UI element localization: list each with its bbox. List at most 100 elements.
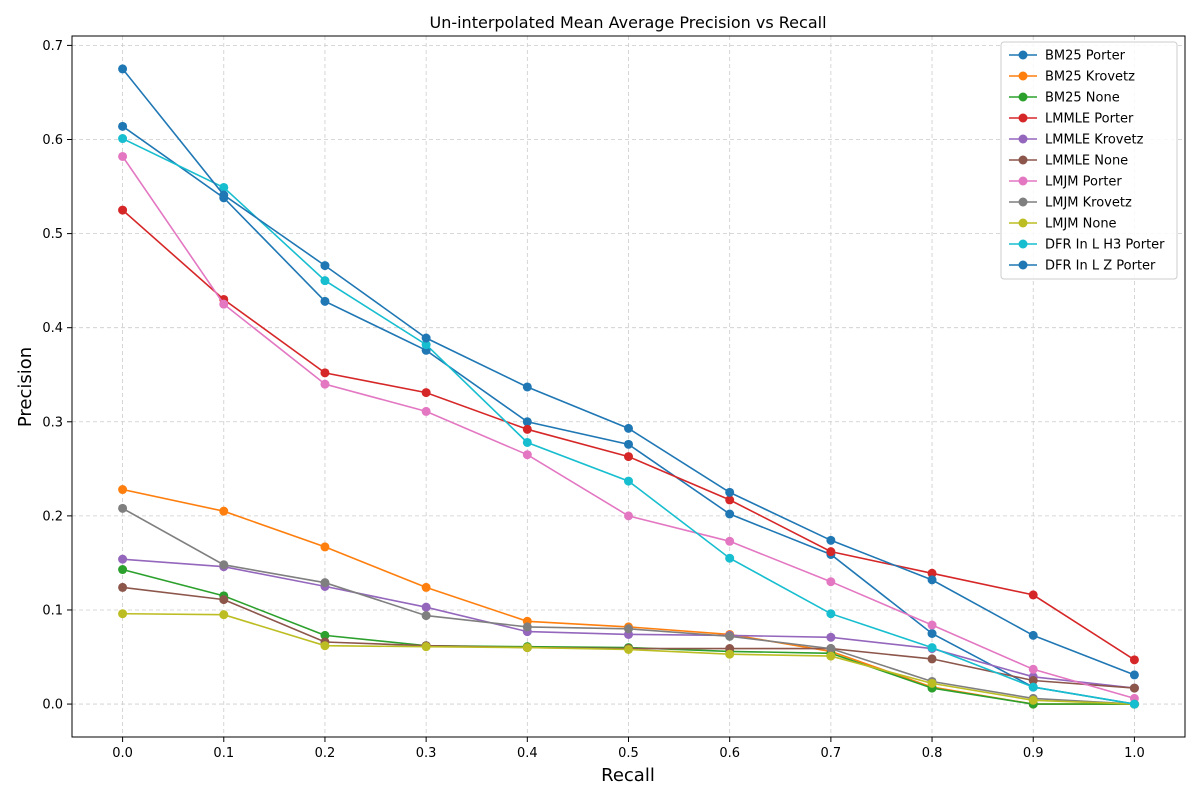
x-tick-label: 0.4: [517, 746, 538, 761]
data-point: [522, 437, 532, 447]
data-point: [421, 611, 431, 621]
data-point: [1129, 655, 1139, 665]
data-point: [927, 575, 937, 585]
data-point: [1028, 676, 1038, 686]
x-tick-label: 0.6: [719, 746, 740, 761]
legend-box: [1000, 41, 1178, 280]
data-point: [421, 406, 431, 416]
data-point: [219, 595, 229, 605]
legend-marker: [1018, 260, 1028, 270]
series-dfr-in-l-h3-porter: [118, 134, 1139, 709]
legend-marker: [1018, 92, 1028, 102]
y-tick-label: 0.6: [42, 133, 63, 148]
data-point: [320, 276, 330, 286]
data-point: [118, 565, 128, 575]
data-point: [927, 678, 937, 688]
data-point: [421, 340, 431, 350]
data-point: [219, 182, 229, 192]
legend-marker: [1018, 71, 1028, 81]
data-point: [522, 382, 532, 392]
data-point: [522, 424, 532, 434]
legend-marker: [1018, 155, 1028, 165]
y-tick-label: 0.1: [42, 603, 63, 618]
data-point: [927, 620, 937, 630]
data-point: [320, 630, 330, 640]
data-point: [118, 485, 128, 495]
series-lmjm-none: [118, 609, 1139, 709]
data-point: [219, 610, 229, 620]
data-point: [927, 643, 937, 653]
data-point: [118, 134, 128, 144]
legend-label: BM25 None: [1045, 91, 1120, 106]
legend-label: LMJM Krovetz: [1045, 196, 1132, 211]
data-point: [118, 205, 128, 215]
data-point: [624, 452, 633, 462]
data-point: [522, 643, 532, 653]
data-point: [725, 649, 735, 659]
ticks-layer: 0.0 0.1 0.2 0.3 0.4 0.5 0.6 0.7 0.8 0.9 1.0 0.0 0.1 0…: [42, 39, 1144, 761]
data-point: [725, 487, 735, 497]
data-point: [118, 582, 128, 592]
data-point: [118, 64, 128, 74]
legend-item: LMJM Porter: [1009, 175, 1122, 190]
data-point: [1129, 683, 1139, 693]
data-point: [725, 509, 735, 519]
legend-label: LMMLE Krovetz: [1045, 133, 1144, 148]
legend-label: DFR In L Z Porter: [1045, 259, 1156, 274]
legend-item: LMJM Krovetz: [1009, 196, 1132, 211]
data-point: [421, 642, 431, 652]
data-point: [624, 644, 633, 654]
x-tick-label: 0.0: [112, 746, 133, 761]
x-axis-label: Recall: [601, 765, 655, 786]
y-tick-label: 0.3: [42, 415, 63, 430]
legend-item: BM25 Krovetz: [1009, 70, 1135, 85]
data-point: [725, 553, 735, 563]
legend: BM25 Porter BM25 Krovetz BM25 None LMMLE Po…: [1000, 41, 1178, 280]
legend-marker: [1018, 176, 1028, 186]
data-point: [826, 547, 836, 557]
data-point: [421, 388, 431, 398]
legend-item: BM25 None: [1009, 91, 1120, 106]
legend-marker: [1018, 197, 1028, 207]
x-tick-label: 0.1: [213, 746, 234, 761]
data-point: [320, 261, 330, 271]
series-lmmle-porter: [118, 205, 1139, 665]
data-point: [118, 151, 128, 161]
data-point: [624, 423, 633, 433]
data-point: [725, 536, 735, 546]
legend-label: LMMLE None: [1045, 154, 1128, 169]
legend-label: BM25 Porter: [1045, 49, 1126, 64]
x-tick-label: 0.7: [821, 746, 842, 761]
data-point: [826, 632, 836, 642]
data-point: [219, 190, 229, 200]
legend-item: DFR In L Z Porter: [1009, 259, 1156, 274]
legend-marker: [1018, 113, 1028, 123]
y-tick-label: 0.4: [42, 321, 63, 336]
data-point: [1028, 695, 1038, 705]
data-point: [219, 560, 229, 570]
data-point: [320, 379, 330, 389]
legend-marker: [1018, 134, 1028, 144]
legend-marker: [1018, 239, 1028, 249]
x-tick-label: 0.2: [315, 746, 336, 761]
legend-marker: [1018, 218, 1028, 228]
series-dfr-in-l-z-porter: [118, 64, 1139, 680]
data-point: [522, 450, 532, 460]
data-point: [826, 609, 836, 619]
data-point: [1028, 664, 1038, 674]
data-point: [522, 622, 532, 632]
x-tick-label: 0.5: [618, 746, 639, 761]
data-point: [826, 644, 836, 654]
legend-marker: [1018, 50, 1028, 60]
y-tick-label: 0.0: [42, 698, 63, 713]
legend-item: LMJM None: [1009, 217, 1117, 232]
data-point: [320, 368, 330, 378]
y-tick-label: 0.5: [42, 227, 63, 242]
y-tick-label: 0.7: [42, 39, 63, 54]
legend-item: BM25 Porter: [1009, 49, 1126, 64]
x-tick-label: 0.9: [1023, 746, 1044, 761]
y-axis-label: Precision: [15, 347, 36, 427]
x-tick-label: 1.0: [1124, 746, 1145, 761]
